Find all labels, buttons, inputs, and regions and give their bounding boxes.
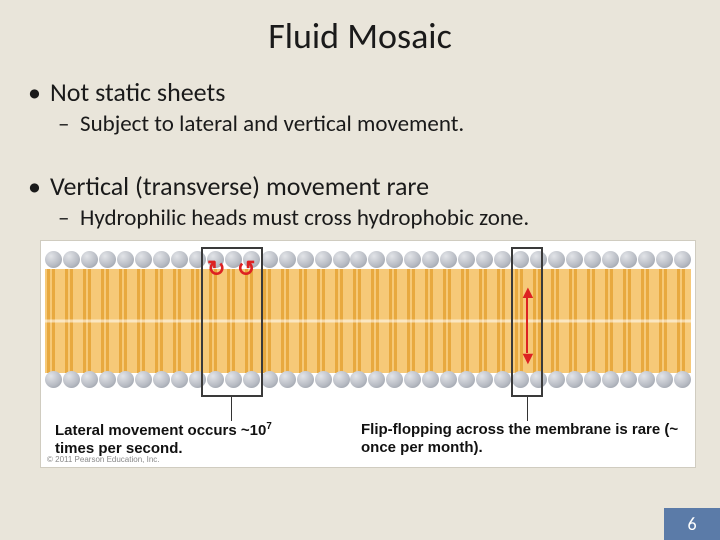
lipid-head xyxy=(674,371,691,388)
head-row-top xyxy=(45,251,691,271)
caption-lateral: Lateral movement occurs ~107 times per s… xyxy=(55,421,315,458)
lipid-bilayer xyxy=(45,251,691,391)
lipid-head xyxy=(548,371,565,388)
lipid-head xyxy=(135,371,152,388)
lipid-head xyxy=(350,371,367,388)
lipid-head xyxy=(458,251,475,268)
lipid-head xyxy=(315,371,332,388)
caption-flipflop: Flip-flopping across the membrane is rar… xyxy=(361,421,681,457)
lipid-head xyxy=(261,251,278,268)
lipid-head xyxy=(566,371,583,388)
lipid-head xyxy=(476,251,493,268)
lipid-head xyxy=(548,251,565,268)
lipid-head xyxy=(368,371,385,388)
membrane-figure: ↻ ↻ ▲ ▼ Lateral movement occurs ~107 tim… xyxy=(40,240,696,468)
lipid-head xyxy=(566,251,583,268)
lipid-head xyxy=(135,251,152,268)
lipid-head xyxy=(656,371,673,388)
lipid-head xyxy=(620,371,637,388)
lipid-head xyxy=(404,371,421,388)
lipid-head xyxy=(422,251,439,268)
leader-line xyxy=(231,397,232,421)
lipid-head xyxy=(45,251,62,268)
lipid-head xyxy=(494,371,511,388)
lipid-tails xyxy=(45,269,691,373)
lipid-head xyxy=(620,251,637,268)
bullet-list: Not static sheets Subject to lateral and… xyxy=(0,76,720,232)
lipid-head xyxy=(279,371,296,388)
lipid-head xyxy=(153,251,170,268)
lipid-head xyxy=(81,371,98,388)
bullet-2: Vertical (transverse) movement rare xyxy=(28,170,700,202)
lipid-head xyxy=(656,251,673,268)
lipid-head xyxy=(333,251,350,268)
leader-line xyxy=(527,397,528,421)
lipid-head xyxy=(458,371,475,388)
lipid-head xyxy=(386,251,403,268)
lipid-head xyxy=(45,371,62,388)
lipid-head xyxy=(81,251,98,268)
lipid-head xyxy=(476,371,493,388)
arrow-down-icon: ▼ xyxy=(519,349,537,367)
lipid-head xyxy=(584,371,601,388)
lipid-head xyxy=(333,371,350,388)
lipid-head xyxy=(171,371,188,388)
lipid-head xyxy=(63,371,80,388)
lipid-head xyxy=(99,251,116,268)
page-number-badge: 6 xyxy=(664,508,720,540)
lipid-head xyxy=(117,371,134,388)
lipid-head xyxy=(674,251,691,268)
lipid-head xyxy=(584,251,601,268)
lipid-head xyxy=(638,251,655,268)
lipid-head xyxy=(422,371,439,388)
bullet-1-1: Subject to lateral and vertical movement… xyxy=(58,110,700,138)
lipid-head xyxy=(368,251,385,268)
lipid-head xyxy=(117,251,134,268)
page-title: Fluid Mosaic xyxy=(0,0,720,66)
lipid-head xyxy=(261,371,278,388)
lateral-arrow-icon: ↻ xyxy=(207,255,225,282)
arrow-line xyxy=(526,297,528,353)
lipid-head xyxy=(602,371,619,388)
lipid-head xyxy=(404,251,421,268)
bullet-1: Not static sheets xyxy=(28,76,700,108)
lipid-head xyxy=(440,371,457,388)
lipid-head xyxy=(440,251,457,268)
copyright-text: © 2011 Pearson Education, Inc. xyxy=(47,455,159,464)
lipid-head xyxy=(386,371,403,388)
lipid-head xyxy=(63,251,80,268)
lipid-head xyxy=(315,251,332,268)
lipid-head xyxy=(638,371,655,388)
head-row-bottom xyxy=(45,371,691,391)
bullet-2-1: Hydrophilic heads must cross hydrophobic… xyxy=(58,204,700,232)
lipid-head xyxy=(602,251,619,268)
lipid-head xyxy=(171,251,188,268)
lipid-head xyxy=(279,251,296,268)
lipid-head xyxy=(153,371,170,388)
lipid-head xyxy=(99,371,116,388)
lipid-head xyxy=(350,251,367,268)
lateral-arrow-icon: ↻ xyxy=(237,255,255,282)
lipid-head xyxy=(297,251,314,268)
lipid-head xyxy=(297,371,314,388)
lipid-head xyxy=(494,251,511,268)
